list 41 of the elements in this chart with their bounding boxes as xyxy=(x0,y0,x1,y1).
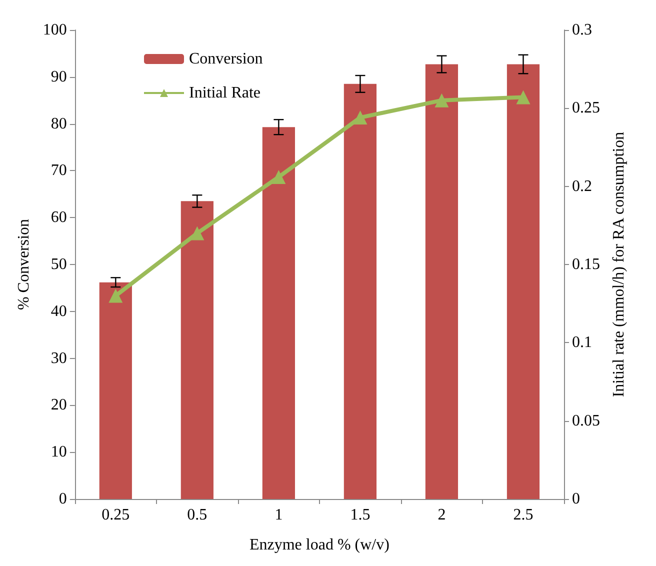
y-tick-label: 50 xyxy=(50,256,67,273)
y-tick-label: 20 xyxy=(50,396,67,414)
y-tick-label: 80 xyxy=(50,115,67,132)
x-tick-label: 0.5 xyxy=(187,506,208,524)
x-tick-label: 0.25 xyxy=(102,506,130,524)
point xyxy=(434,93,449,108)
y2-axis-title: Initial rate (mmol/h) for RA consumption xyxy=(610,132,628,398)
bar xyxy=(344,84,377,499)
y-tick-label: 30 xyxy=(50,350,67,367)
x-tick-label: 1 xyxy=(274,506,283,524)
point xyxy=(272,170,286,184)
y2-tick-label: 0.15 xyxy=(572,256,600,273)
bar xyxy=(425,64,458,499)
y2-tick-label: 0.25 xyxy=(572,100,600,117)
point xyxy=(353,110,368,125)
y2-tick-label: 0.05 xyxy=(572,412,600,430)
bar xyxy=(99,282,132,499)
y-tick-label: 90 xyxy=(50,68,67,86)
legend-label: Conversion xyxy=(189,50,263,68)
y2-tick-label: 0.1 xyxy=(572,334,592,352)
y-axis-title: % Conversion xyxy=(16,218,32,310)
legend-label: Initial Rate xyxy=(189,84,261,102)
x-tick-label: 2 xyxy=(438,506,446,524)
y-tick-label: 10 xyxy=(50,444,67,461)
x-tick-label: 1.5 xyxy=(350,506,370,524)
y2-tick-label: 0.2 xyxy=(572,178,592,195)
point xyxy=(516,90,530,104)
x-tick-label: 2.5 xyxy=(513,506,534,524)
y2-tick-label: 0.3 xyxy=(572,22,592,38)
y-tick-label: 70 xyxy=(50,162,67,180)
point xyxy=(190,226,204,240)
bar xyxy=(506,64,540,499)
bar xyxy=(180,201,214,499)
y-tick-label: 0 xyxy=(58,490,67,508)
y-tick-label: 40 xyxy=(50,302,67,320)
y-tick-label: 60 xyxy=(50,209,67,226)
y-tick-label: 100 xyxy=(42,22,67,38)
bar xyxy=(262,127,295,499)
y2-tick-label: 0 xyxy=(572,490,580,508)
point xyxy=(108,288,123,303)
x-axis-title: Enzyme load % (w/v) xyxy=(249,536,390,554)
